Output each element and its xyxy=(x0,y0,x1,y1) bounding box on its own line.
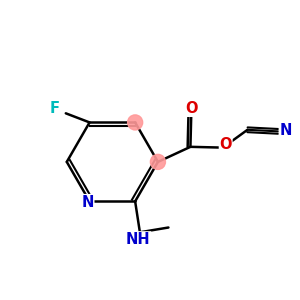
Text: N: N xyxy=(279,124,292,139)
Text: NH: NH xyxy=(126,232,151,247)
Text: O: O xyxy=(219,137,232,152)
Circle shape xyxy=(128,115,143,130)
Text: N: N xyxy=(81,195,94,210)
Text: O: O xyxy=(185,101,197,116)
Text: F: F xyxy=(50,101,60,116)
Circle shape xyxy=(150,154,166,169)
